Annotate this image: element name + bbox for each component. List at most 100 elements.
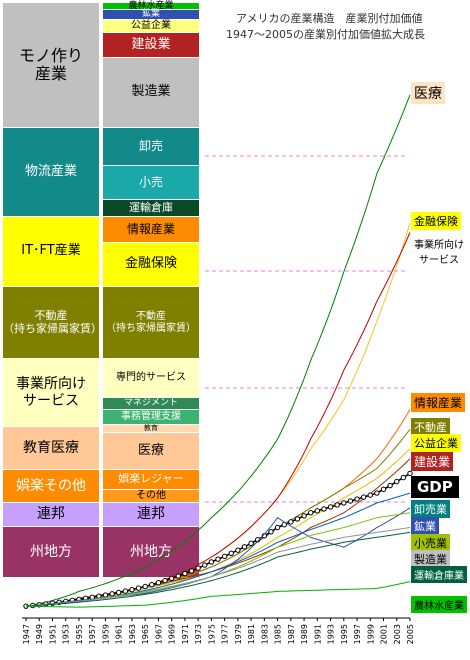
industry-detail-block: 情報産業 — [103, 217, 199, 243]
industry-detail-block: 教育 — [103, 424, 199, 433]
x-tick-label: 1959 — [101, 624, 110, 644]
gdp-marker — [215, 556, 221, 562]
industry-group-label: 連邦 — [37, 506, 65, 523]
industry-group-label: 娯楽その他 — [16, 477, 86, 494]
gdp-marker — [135, 585, 142, 591]
series-label: 不動産 — [411, 418, 450, 436]
gdp-marker — [321, 506, 327, 512]
x-tick-label: 1961 — [115, 624, 124, 644]
series-label: 金融保険 — [411, 212, 461, 230]
gdp-marker — [387, 482, 393, 489]
industry-detail-block: 農林水産業 — [103, 0, 199, 11]
industry-group-block: 教育医療 — [3, 427, 99, 470]
gdp-marker — [294, 516, 301, 522]
x-tick-label: 1947 — [22, 624, 31, 644]
industry-detail-label: 農林水産業 — [128, 0, 174, 11]
industry-group-label: 事業所向け サービス — [16, 376, 86, 409]
gdp-marker — [221, 553, 228, 560]
gdp-marker — [115, 589, 122, 596]
industry-group-label: IT･FT産業 — [21, 243, 81, 259]
industry-detail-label: 卸売 — [138, 138, 163, 153]
series-label: 公益企業 — [411, 434, 461, 452]
industry-group-label: 教育医療 — [23, 439, 79, 456]
industry-group-block: 州地方 — [3, 527, 99, 578]
industry-detail-label: 鉱業 — [141, 9, 160, 20]
industry-detail-label: 医療 — [137, 442, 164, 458]
x-tick-label: 1993 — [327, 624, 336, 644]
series-label: 小売業 — [411, 534, 450, 552]
industry-detail-block: 運輸倉庫 — [103, 200, 199, 217]
series-label: 製造業 — [411, 550, 450, 568]
industry-detail-block: 建設業 — [103, 33, 199, 58]
x-tick-label: 2003 — [393, 624, 402, 644]
gdp-marker — [334, 502, 340, 508]
gdp-marker — [341, 500, 347, 506]
gdp-marker — [188, 568, 195, 574]
industry-detail-label: 建設業 — [131, 36, 171, 52]
series-label: 情報産業 — [411, 393, 466, 412]
series-line — [25, 527, 411, 607]
x-tick-label: 2005 — [406, 624, 415, 644]
gdp-marker — [182, 570, 188, 577]
gdp-marker — [129, 586, 135, 593]
industry-detail-block: 専門的サービス — [103, 359, 199, 398]
series-line — [26, 581, 411, 608]
industry-detail-label: 金融保険 — [124, 256, 177, 272]
series-line — [25, 94, 411, 607]
gdp-marker — [301, 513, 307, 519]
gdp-marker — [380, 486, 387, 493]
gdp-marker — [400, 474, 407, 481]
gdp-marker — [307, 510, 314, 516]
industry-detail-label: 小売 — [138, 174, 163, 189]
gdp-marker — [394, 478, 400, 485]
x-tick-label: 1979 — [234, 624, 243, 644]
x-tick-label: 1989 — [300, 624, 309, 644]
x-tick-label: 1973 — [194, 624, 203, 644]
industry-detail-block: 小売 — [103, 166, 199, 200]
series-label: GDP — [411, 476, 459, 498]
series-label: 卸売業 — [411, 500, 450, 518]
gdp-marker — [228, 550, 234, 557]
industry-detail-label: 州地方 — [130, 543, 172, 560]
industry-group-block: モノ作り 産業 — [3, 3, 99, 128]
industry-detail-block: その他 — [103, 490, 199, 503]
industry-group-block: IT･FT産業 — [3, 217, 99, 287]
gdp-marker — [407, 470, 413, 477]
gdp-marker — [149, 581, 155, 588]
series-label: 農林水産業 — [411, 596, 467, 613]
x-tick-label: 1971 — [181, 624, 190, 644]
series-line — [25, 222, 411, 607]
industry-group-block: 娯楽その他 — [3, 470, 99, 503]
industry-detail-label: 専門的サービス — [116, 372, 186, 384]
industry-detail-block: 州地方 — [103, 527, 199, 578]
industry-detail-block: 卸売 — [103, 128, 199, 166]
gdp-marker — [208, 559, 215, 565]
gdp-marker — [175, 573, 181, 579]
chart-title-line2: 1947〜2005の産業別付加価値拡大成長 — [226, 28, 425, 41]
gdp-marker — [155, 579, 162, 586]
x-tick-label: 1991 — [313, 624, 322, 644]
industry-detail-block: 娯楽レジャー — [103, 470, 199, 490]
x-tick-label: 1951 — [48, 624, 57, 644]
x-tick-label: 1957 — [88, 624, 97, 644]
gdp-marker — [327, 504, 334, 510]
series-line — [25, 232, 411, 607]
x-tick-label: 2001 — [380, 624, 389, 644]
series-label: 建設業 — [411, 452, 454, 471]
x-tick-label: 1967 — [154, 624, 163, 644]
gdp-marker — [347, 498, 354, 504]
industry-detail-block: 不動産 （持ち家帰属家賃） — [103, 287, 199, 359]
gdp-marker — [367, 492, 373, 498]
series-label: 事業所向け サービス — [414, 240, 464, 266]
industry-detail-label: 事務管理支援 — [121, 411, 181, 423]
gdp-marker — [241, 544, 248, 550]
gdp-marker — [96, 593, 102, 599]
gdp-marker — [142, 583, 148, 590]
industry-detail-block: マネジメント — [103, 398, 199, 410]
industry-detail-label: 製造業 — [131, 84, 171, 100]
industry-detail-label: 不動産 （持ち家帰属家賃） — [106, 311, 196, 334]
industry-group-block: 事業所向け サービス — [3, 359, 99, 427]
series-line — [25, 409, 411, 607]
series-line — [25, 507, 411, 607]
